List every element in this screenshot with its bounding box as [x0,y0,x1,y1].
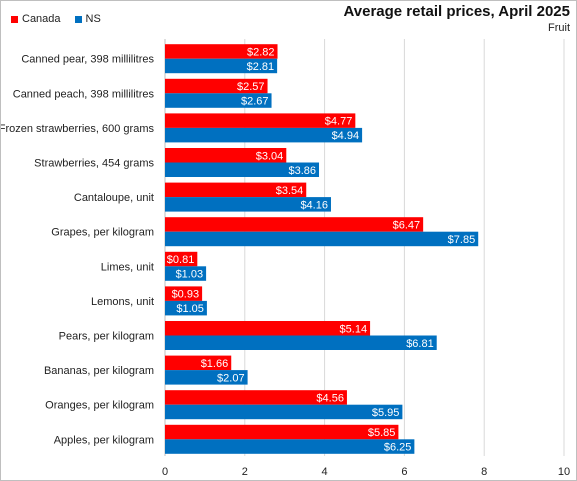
data-label-canada: $3.04 [256,150,284,162]
data-label-ns: $7.85 [448,234,476,246]
bar-ns [165,197,331,212]
x-tick-label: 8 [481,466,487,478]
legend-label-ns: NS [85,13,101,25]
category-label: Lemons, unit [91,296,154,308]
data-label-ns: $1.03 [176,269,204,281]
bar-ns [165,93,272,108]
category-label: Oranges, per kilogram [45,400,154,412]
data-label-ns: $4.94 [332,130,360,142]
data-label-ns: $6.81 [406,338,434,350]
bar-ns [165,404,403,420]
data-label-ns: $2.67 [241,96,269,108]
data-label-canada: $5.14 [340,323,368,335]
data-label-canada: $1.66 [201,358,229,370]
data-label-ns: $3.86 [288,165,316,177]
data-label-canada: $6.47 [393,219,421,231]
x-tick-label: 10 [558,466,570,478]
bar-ns [165,58,278,74]
bar-canada [165,182,307,198]
legend-item-ns: NS [74,13,101,25]
legend-swatch-canada [11,15,18,23]
data-label-ns: $5.95 [372,407,400,419]
bar-canada [165,424,399,440]
chart-subtitle: Fruit [548,22,570,34]
category-label: Bananas, per kilogram [44,365,154,377]
category-label: Pears, per kilogram [59,331,154,343]
bar-ns [165,127,363,143]
legend: Canada NS [11,13,101,25]
bar-ns [165,335,437,350]
bar-ns [165,439,415,454]
bar-ns [165,370,248,385]
bar-canada [165,286,203,301]
data-label-canada: $3.54 [276,185,304,197]
category-label: Frozen strawberries, 600 grams [1,123,154,135]
bar-canada [165,355,232,371]
bar-ns [165,266,207,281]
data-label-canada: $0.93 [172,289,200,301]
data-label-ns: $2.81 [247,61,275,73]
bar-canada [165,390,347,405]
bar-canada [165,251,198,267]
category-label: Limes, unit [101,261,154,273]
bar-ns [165,231,479,247]
data-label-ns: $4.16 [300,199,328,211]
category-label: Canned pear, 398 millilitres [21,54,154,66]
bar-canada [165,78,268,94]
x-tick-label: 0 [162,466,168,478]
bar-ns [165,162,320,177]
bar-ns [165,300,207,316]
data-label-canada: $5.85 [368,427,396,439]
data-label-ns: $2.07 [217,372,245,384]
x-tick-label: 6 [401,466,407,478]
data-label-canada: $4.77 [325,116,353,128]
category-label: Cantaloupe, unit [74,192,154,204]
bar-canada [165,44,278,59]
data-label-canada: $2.57 [237,81,265,93]
legend-item-canada: Canada [11,13,61,25]
legend-swatch-ns [74,15,82,23]
category-label: Grapes, per kilogram [51,227,154,239]
category-label: Apples, per kilogram [54,434,154,446]
bar-canada [165,321,371,336]
data-label-canada: $0.81 [167,254,195,266]
chart-title: Average retail prices, April 2025 [343,3,570,20]
data-label-ns: $6.25 [384,442,412,454]
category-label: Canned peach, 398 millilitres [13,88,155,100]
data-label-ns: $1.05 [176,303,204,315]
bar-canada [165,148,287,163]
bar-canada [165,217,424,232]
category-label: Strawberries, 454 grams [34,158,154,170]
legend-label-canada: Canada [22,13,61,25]
data-label-canada: $2.82 [247,46,275,58]
bar-canada [165,113,356,128]
x-tick-label: 4 [322,466,328,478]
data-label-canada: $4.56 [316,392,344,404]
x-tick-label: 2 [242,466,248,478]
